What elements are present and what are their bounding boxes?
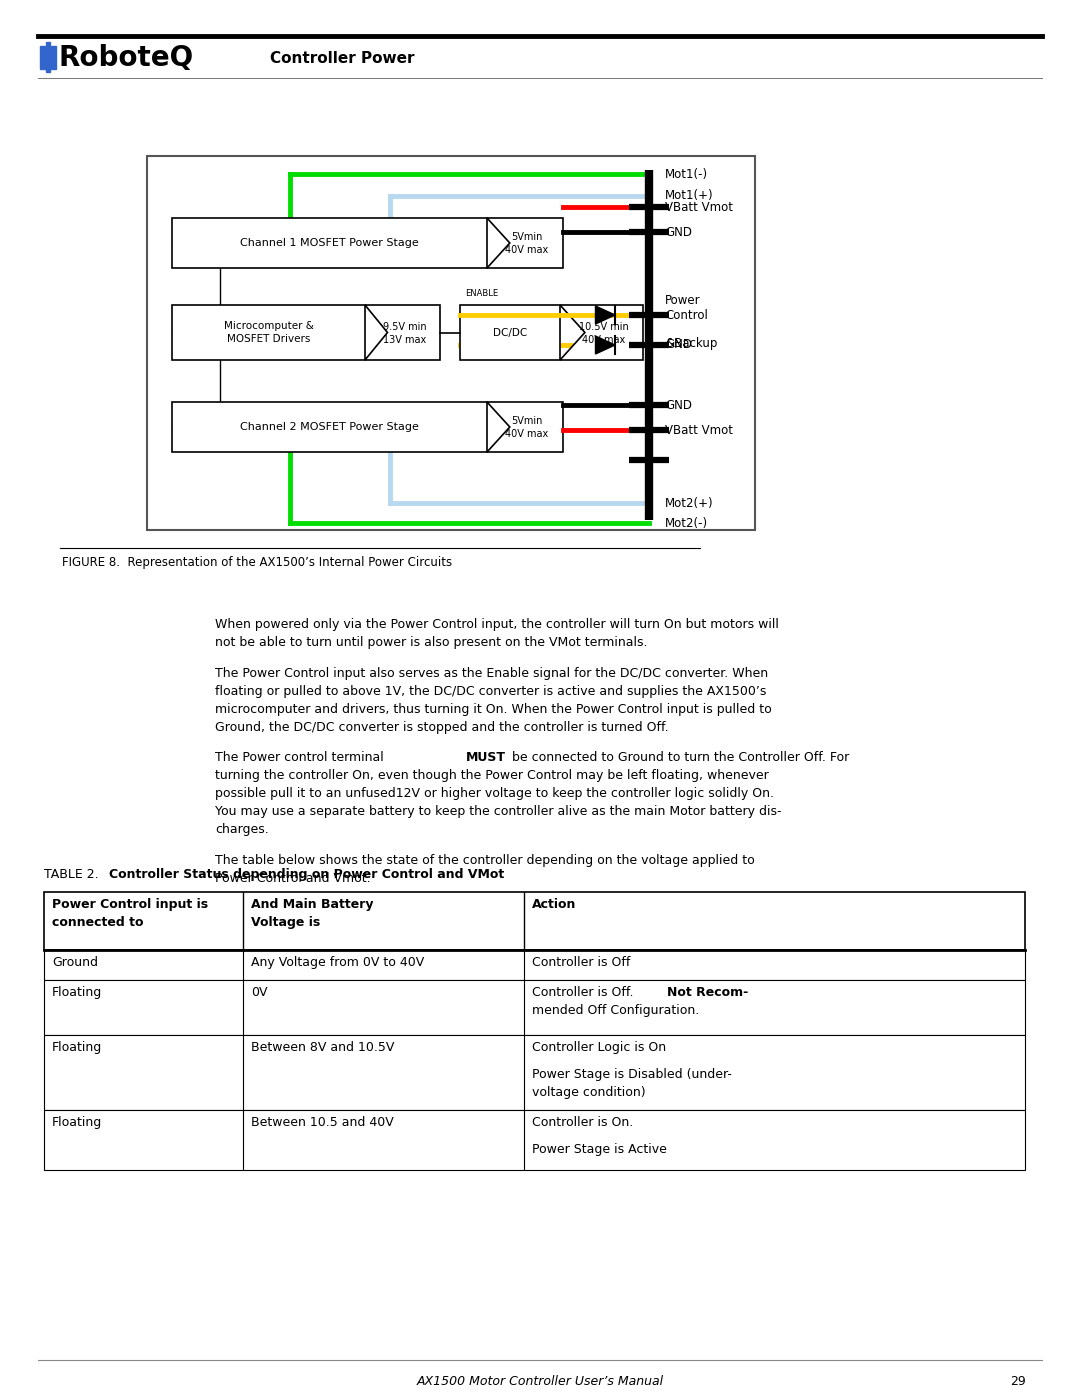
Text: Mot1(-): Mot1(-): [665, 168, 708, 180]
Text: ENABLE: ENABLE: [465, 289, 498, 298]
Text: Any Voltage from 0V to 40V: Any Voltage from 0V to 40V: [252, 956, 424, 970]
Text: Control: Control: [665, 309, 707, 321]
Text: VBatt Vmot: VBatt Vmot: [665, 201, 733, 214]
Text: Power Control and Vmot.: Power Control and Vmot.: [215, 872, 370, 884]
Text: GND: GND: [665, 225, 692, 239]
Text: &Backup: &Backup: [665, 337, 717, 349]
Text: 29: 29: [1010, 1375, 1026, 1389]
Text: And Main Battery: And Main Battery: [252, 898, 374, 911]
Text: Controller Logic is On: Controller Logic is On: [532, 1041, 666, 1053]
Polygon shape: [487, 218, 563, 268]
Text: Floating: Floating: [52, 1041, 103, 1053]
Text: AX1500 Motor Controller User’s Manual: AX1500 Motor Controller User’s Manual: [417, 1375, 663, 1389]
Text: Channel 2 MOSFET Power Stage: Channel 2 MOSFET Power Stage: [240, 422, 419, 432]
Text: 13V max: 13V max: [383, 334, 427, 345]
Text: The Power Control input also serves as the Enable signal for the DC/DC converter: The Power Control input also serves as t…: [215, 666, 768, 679]
Text: VBatt Vmot: VBatt Vmot: [665, 423, 733, 436]
Text: Voltage is: Voltage is: [252, 916, 321, 929]
Bar: [172, 305, 365, 360]
Text: connected to: connected to: [52, 916, 144, 929]
Text: turning the controller On, even though the Power Control may be left floating, w: turning the controller On, even though t…: [215, 770, 769, 782]
Text: Action: Action: [532, 898, 577, 911]
Text: 40V max: 40V max: [582, 334, 625, 345]
Text: Power Stage is Disabled (under-: Power Stage is Disabled (under-: [532, 1067, 732, 1081]
Text: microcomputer and drivers, thus turning it On. When the Power Control input is p: microcomputer and drivers, thus turning …: [215, 703, 772, 715]
Text: not be able to turn until power is also present on the VMot terminals.: not be able to turn until power is also …: [215, 636, 648, 650]
Text: TABLE 2.: TABLE 2.: [44, 868, 103, 882]
Bar: [44, 1035, 1025, 1111]
Text: Power Stage is Active: Power Stage is Active: [532, 1143, 667, 1155]
Text: 0V: 0V: [252, 986, 268, 999]
Text: Controller Status depending on Power Control and VMot: Controller Status depending on Power Con…: [109, 868, 504, 882]
Bar: [44, 893, 1025, 950]
Text: 40V max: 40V max: [505, 429, 549, 439]
Text: 10.5V min: 10.5V min: [579, 321, 629, 331]
Text: The table below shows the state of the controller depending on the voltage appli: The table below shows the state of the c…: [215, 854, 755, 866]
Text: voltage condition): voltage condition): [532, 1085, 646, 1099]
Bar: [45, 42, 50, 73]
Text: MOSFET Drivers: MOSFET Drivers: [227, 334, 310, 344]
Text: Between 10.5 and 40V: Between 10.5 and 40V: [252, 1116, 394, 1129]
Text: 9.5V min: 9.5V min: [382, 321, 427, 331]
Text: 5Vmin: 5Vmin: [511, 416, 542, 426]
Text: Not Recom-: Not Recom-: [667, 986, 748, 999]
Text: RoboteQ: RoboteQ: [58, 43, 193, 73]
Text: Floating: Floating: [52, 1116, 103, 1129]
Bar: [460, 305, 561, 360]
Text: Ground, the DC/DC converter is stopped and the controller is turned Off.: Ground, the DC/DC converter is stopped a…: [215, 721, 669, 733]
Polygon shape: [595, 306, 615, 324]
Text: Floating: Floating: [52, 986, 103, 999]
Text: floating or pulled to above 1V, the DC/DC converter is active and supplies the A: floating or pulled to above 1V, the DC/D…: [215, 685, 767, 697]
Text: Controller is On.: Controller is On.: [532, 1116, 634, 1129]
Bar: [44, 950, 1025, 981]
Bar: [172, 218, 487, 268]
Text: The Power control terminal: The Power control terminal: [215, 752, 388, 764]
Polygon shape: [487, 402, 563, 453]
Text: 40V max: 40V max: [505, 244, 549, 256]
Text: MUST: MUST: [467, 752, 507, 764]
Bar: [44, 981, 1025, 1035]
Text: FIGURE 8.  Representation of the AX1500’s Internal Power Circuits: FIGURE 8. Representation of the AX1500’s…: [62, 556, 453, 569]
Text: be connected to Ground to turn the Controller Off. For: be connected to Ground to turn the Contr…: [508, 752, 849, 764]
Text: charges.: charges.: [215, 823, 269, 837]
Bar: [51, 46, 55, 68]
Text: GND: GND: [665, 338, 692, 352]
Bar: [147, 156, 755, 529]
Text: possible pull it to an unfused12V or higher voltage to keep the controller logic: possible pull it to an unfused12V or hig…: [215, 787, 774, 800]
Polygon shape: [561, 305, 643, 360]
Text: DC/DC: DC/DC: [492, 327, 527, 338]
Text: Controller is Off: Controller is Off: [532, 956, 631, 970]
Polygon shape: [365, 305, 440, 360]
Text: Controller is Off.: Controller is Off.: [532, 986, 638, 999]
Text: You may use a separate battery to keep the controller alive as the main Motor ba: You may use a separate battery to keep t…: [215, 805, 782, 819]
Text: When powered only via the Power Control input, the controller will turn On but m: When powered only via the Power Control …: [215, 617, 779, 631]
Polygon shape: [595, 337, 615, 353]
Text: 5Vmin: 5Vmin: [511, 232, 542, 242]
Text: Channel 1 MOSFET Power Stage: Channel 1 MOSFET Power Stage: [240, 237, 419, 249]
Text: GND: GND: [665, 398, 692, 412]
Bar: [40, 46, 44, 68]
Text: Between 8V and 10.5V: Between 8V and 10.5V: [252, 1041, 394, 1053]
Text: Microcomputer &: Microcomputer &: [224, 321, 313, 331]
Text: Ground: Ground: [52, 956, 98, 970]
Text: Power Control input is: Power Control input is: [52, 898, 208, 911]
Text: Mot1(+): Mot1(+): [665, 190, 714, 203]
Text: mended Off Configuration.: mended Off Configuration.: [532, 1004, 700, 1017]
Text: Controller Power: Controller Power: [270, 50, 415, 66]
Bar: [44, 1111, 1025, 1171]
Text: Power: Power: [665, 295, 701, 307]
Text: Mot2(+): Mot2(+): [665, 496, 714, 510]
Text: Mot2(-): Mot2(-): [665, 517, 708, 529]
Bar: [172, 402, 487, 453]
